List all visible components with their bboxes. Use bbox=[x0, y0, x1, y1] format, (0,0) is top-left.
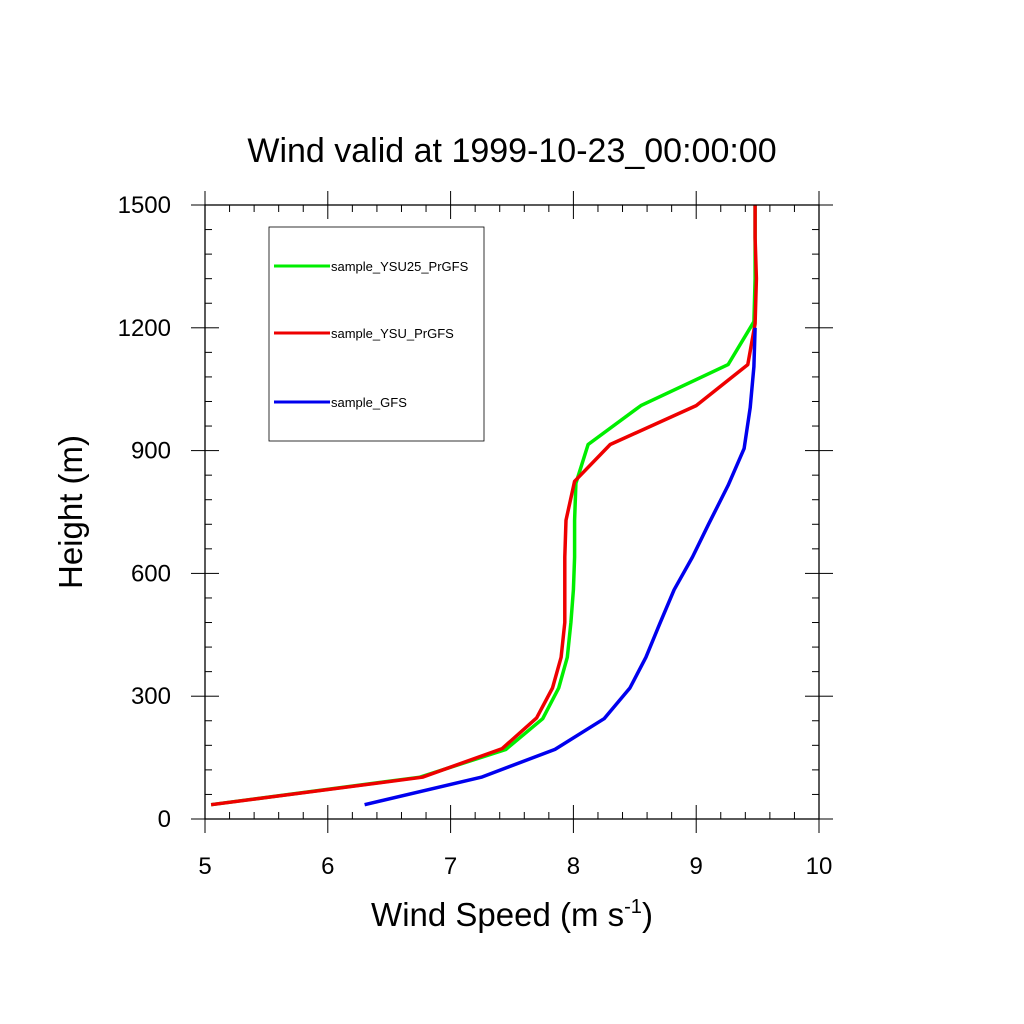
y-tick-label: 1200 bbox=[118, 315, 171, 342]
y-tick-label: 600 bbox=[131, 560, 171, 587]
ticks-layer: 5 6 7 8 9 10 0 300 600 900 1200 1500 bbox=[118, 191, 833, 880]
x-axis-label-superscript: -1 bbox=[624, 896, 642, 918]
series-line-sample_YSU_PrGFS bbox=[210, 205, 759, 807]
y-tick-label: 0 bbox=[158, 806, 171, 833]
x-tick-label: 6 bbox=[321, 853, 334, 880]
plot-frame bbox=[204, 204, 820, 820]
legend-label: sample_YSU_PrGFS bbox=[331, 326, 454, 341]
x-axis-label: Wind Speed (m s-1) bbox=[371, 896, 653, 933]
legend-label: sample_GFS bbox=[331, 395, 407, 410]
x-axis-label-close: ) bbox=[642, 896, 653, 933]
x-tick-label: 7 bbox=[444, 853, 457, 880]
x-tick-label: 8 bbox=[567, 853, 580, 880]
x-tick-label: 9 bbox=[690, 853, 703, 880]
y-tick-label: 300 bbox=[131, 683, 171, 710]
y-tick-label: 1500 bbox=[118, 192, 171, 219]
legend-items: sample_YSU25_PrGFS sample_YSU_PrGFSsample… bbox=[274, 259, 469, 410]
y-axis-label: Height (m) bbox=[52, 435, 89, 589]
series-line-sample_GFS bbox=[364, 327, 757, 807]
series-layer bbox=[210, 205, 759, 807]
x-tick-label: 5 bbox=[198, 853, 211, 880]
x-tick-label: 10 bbox=[806, 853, 833, 880]
legend-label: sample_YSU25_PrGFS bbox=[331, 259, 469, 274]
y-tick-label: 900 bbox=[131, 438, 171, 465]
x-axis-label-main: Wind Speed (m s bbox=[371, 896, 624, 933]
legend: sample_YSU25_PrGFS sample_YSU_PrGFSsample… bbox=[268, 226, 485, 442]
chart-title: Wind valid at 1999-10-23_00:00:00 bbox=[247, 132, 776, 170]
